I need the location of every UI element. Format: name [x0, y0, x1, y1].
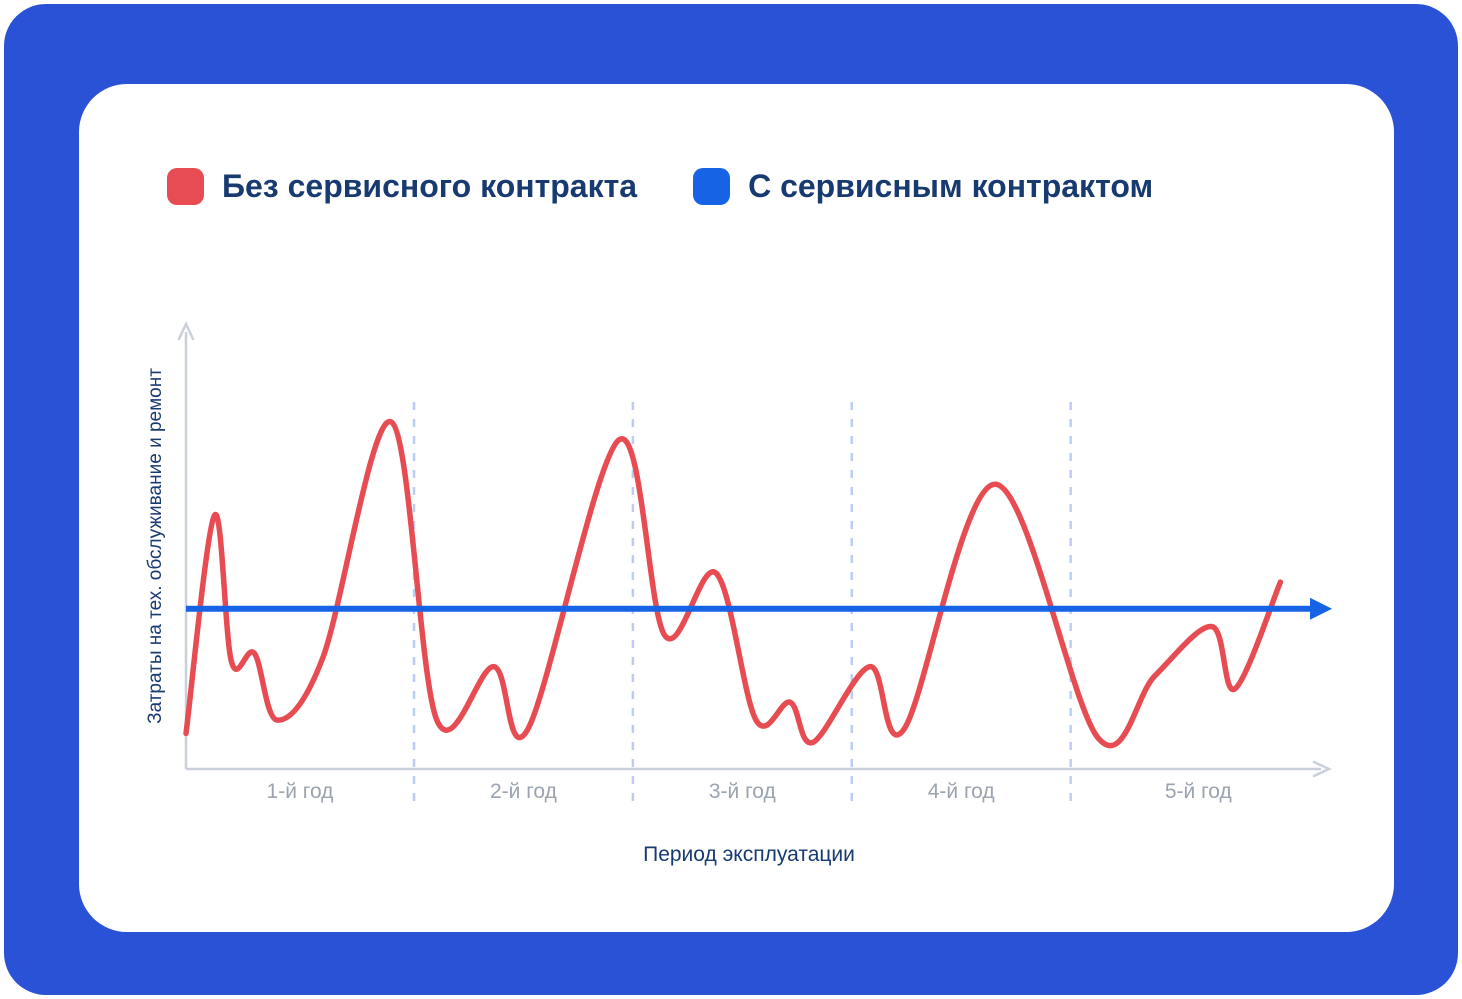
legend-label-with-contract: С сервисным контрактом	[748, 168, 1154, 204]
series-without-contract-line	[183, 419, 1284, 749]
x-tick-label: 3-й год	[709, 780, 776, 803]
legend-item-with-contract: С сервисным контрактом	[693, 168, 1153, 205]
legend-label-without-contract: Без сервисного контракта	[222, 168, 638, 204]
x-axis-title: Период эксплуатации	[643, 843, 855, 866]
y-axis-title: Затраты на тех. обслуживание и ремонт	[145, 368, 166, 724]
legend: Без сервисного контракта С сервисным кон…	[167, 168, 1153, 205]
y-axis-arrow-icon	[177, 321, 195, 341]
legend-swatch-red	[167, 168, 204, 205]
chart: 1-й год 2-й год 3-й год 4-й год 5-й год Затра…	[139, 299, 1389, 919]
series-with-contract-arrow-icon	[1310, 597, 1332, 620]
x-tick-label: 4-й год	[928, 780, 995, 803]
legend-item-without-contract: Без сервисного контракта	[167, 168, 637, 205]
x-tick-label: 5-й год	[1165, 780, 1232, 803]
cost-comparison-chart: 1-й год 2-й год 3-й год 4-й год 5-й год Затра…	[145, 321, 1332, 866]
x-tick-label: 2-й год	[490, 780, 557, 803]
blue-frame: Без сервисного контракта С сервисным кон…	[4, 4, 1458, 995]
chart-card: Без сервисного контракта С сервисным кон…	[79, 84, 1394, 932]
x-tick-label: 1-й год	[267, 780, 334, 803]
legend-swatch-blue	[693, 168, 731, 205]
x-axis-arrow-icon	[1312, 760, 1332, 778]
